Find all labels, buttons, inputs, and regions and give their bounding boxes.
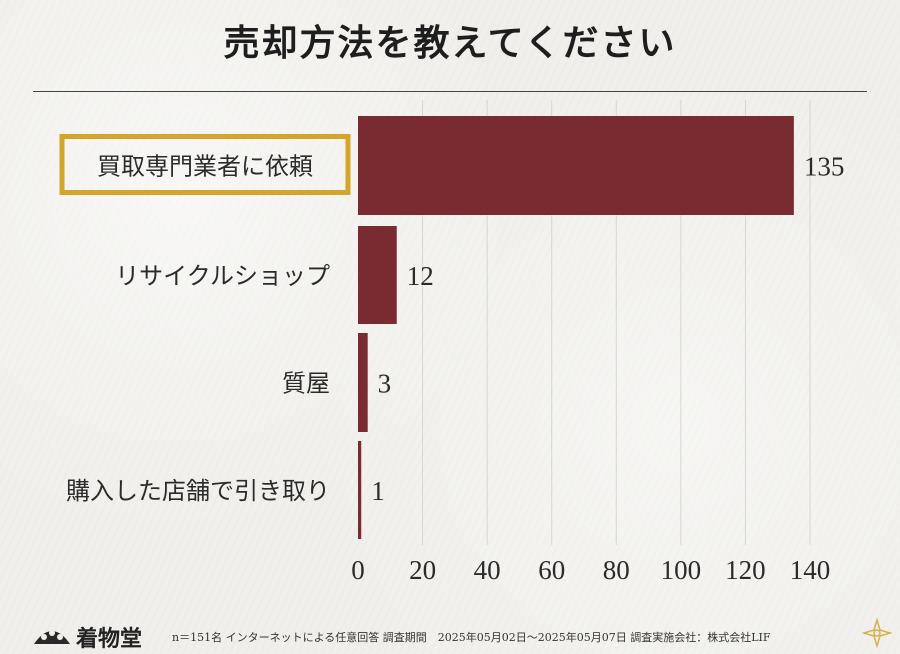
value-label-3: 1 [371, 476, 385, 506]
x-tick-label-0: 0 [351, 555, 365, 585]
value-labels: 135 12 3 1 [371, 152, 844, 507]
bar-2 [358, 333, 368, 432]
bars [358, 116, 794, 539]
title-divider [33, 91, 867, 92]
bar-3 [358, 441, 362, 539]
x-tick-labels: 0 20 40 60 80 100 120 140 [351, 555, 830, 585]
value-label-2: 3 [378, 369, 392, 399]
x-tick-label-7: 140 [790, 555, 831, 585]
x-tick-label-4: 80 [603, 555, 630, 585]
highlight-box [59, 134, 351, 195]
category-label-2: 質屋 [282, 370, 330, 398]
value-label-0: 135 [804, 152, 845, 182]
fan-logo-icon [34, 630, 70, 644]
gold-flower-ornament-icon [861, 617, 893, 649]
chart-title: 売却方法を教えてください [223, 22, 677, 64]
brand-name: 着物堂 [76, 626, 143, 652]
x-tick-label-6: 120 [725, 555, 766, 585]
x-tick-label-1: 20 [409, 555, 436, 585]
category-label-0: 買取専門業者に依頼 [97, 153, 313, 181]
footer: 着物堂 n＝151名 インターネットによる任意回答 調査期間 2025年05月0… [32, 621, 892, 652]
bar-0 [358, 116, 794, 215]
category-label-3: 購入した店舗で引き取り [66, 477, 330, 505]
x-tick-label-5: 100 [661, 555, 702, 585]
survey-note: n＝151名 インターネットによる任意回答 調査期間 2025年05月02日～2… [172, 631, 771, 644]
category-label-1: リサイクルショップ [115, 262, 330, 290]
x-tick-label-2: 40 [474, 555, 501, 585]
x-tick-label-3: 60 [538, 555, 565, 585]
value-label-1: 12 [407, 261, 434, 291]
bar-1 [358, 226, 397, 324]
